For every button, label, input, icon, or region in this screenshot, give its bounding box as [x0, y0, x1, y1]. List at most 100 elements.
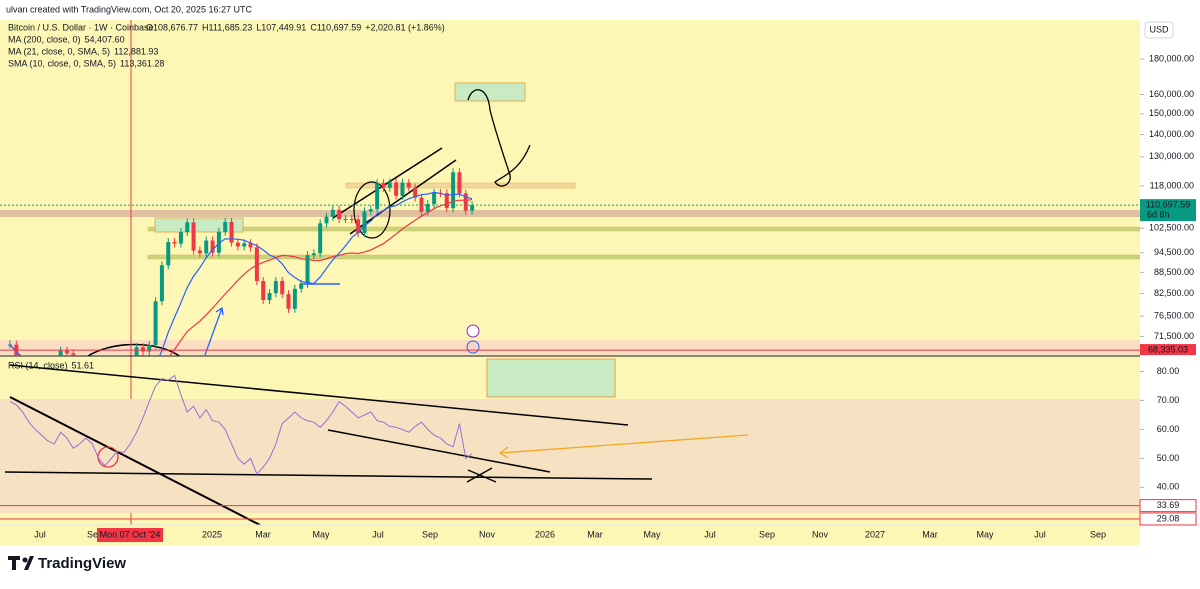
- candle: [147, 344, 152, 352]
- candle: [375, 183, 380, 210]
- candle: [457, 172, 462, 194]
- candle: [185, 222, 190, 233]
- candle: [330, 209, 335, 217]
- candle: [204, 240, 209, 254]
- y-tick-label: 71,500.00: [1154, 331, 1194, 341]
- trendline: [4, 471, 653, 480]
- cross: [466, 467, 497, 483]
- x-tick-label: May: [976, 529, 994, 539]
- y-tick-label: 160,000.00: [1149, 89, 1194, 99]
- box: [486, 358, 616, 398]
- x-tick-label: Mar: [922, 529, 938, 539]
- candle: [229, 221, 234, 243]
- ohlc-value: C110,697.59: [310, 22, 361, 32]
- candle: [356, 219, 361, 233]
- x-tick-label: Nov: [479, 529, 496, 539]
- crosshair-date: Mon 07 Oct '24: [100, 529, 161, 539]
- arc: [86, 343, 181, 356]
- brand: TradingView: [38, 555, 126, 572]
- target-box: [454, 82, 526, 102]
- trendline: [327, 429, 551, 473]
- candle: [318, 223, 323, 254]
- zone: [0, 210, 1140, 217]
- crosshair-date-box: [97, 528, 163, 542]
- price-axis: [1140, 20, 1200, 545]
- x-tick-label: Jul: [34, 529, 46, 539]
- candle: [71, 353, 76, 356]
- y-tick-label: 76,500.00: [1154, 311, 1194, 321]
- candle: [140, 347, 145, 352]
- candle: [242, 243, 247, 247]
- candle: [337, 209, 342, 220]
- level-label: 33.69: [1157, 500, 1180, 510]
- level-label: 29.08: [1157, 513, 1180, 523]
- candle: [463, 193, 468, 211]
- logo-mark: [8, 556, 20, 570]
- candle: [267, 293, 272, 301]
- rsi-tick-label: 60.00: [1157, 424, 1180, 434]
- top-bar: [0, 0, 1200, 20]
- arrow: [204, 306, 224, 356]
- x-tick-label: May: [312, 529, 330, 539]
- candle: [406, 182, 411, 188]
- level-box: [1139, 512, 1197, 526]
- rsi-drawings: [0, 358, 1140, 525]
- indicator-value: 112,881.93: [114, 46, 158, 56]
- indicator-name: MA (21, close, 0, SMA, 5): [8, 46, 110, 56]
- moving-average: [9, 199, 473, 356]
- candle: [58, 350, 63, 356]
- x-tick-label: Sep: [1090, 529, 1106, 539]
- candle: [413, 187, 418, 198]
- symbol: Bitcoin / U.S. Dollar · 1W · Coinbase: [8, 22, 154, 32]
- y-tick-label: 88,500.00: [1154, 267, 1194, 277]
- candle: [223, 221, 228, 232]
- logo-mark: [24, 556, 34, 570]
- candle: [362, 211, 367, 233]
- candle: [381, 183, 386, 188]
- price-label-box: [1140, 199, 1196, 222]
- ohlc-value: +2,020.81 (+1.86%): [365, 22, 445, 32]
- candle: [343, 219, 348, 221]
- box: [154, 217, 244, 233]
- x-tick-label: Jul: [372, 529, 384, 539]
- y-tick-label: 140,000.00: [1149, 129, 1194, 139]
- x-tick-label: 2026: [535, 529, 555, 539]
- zone: [0, 340, 1140, 355]
- y-tick-label: 82,500.00: [1154, 288, 1194, 298]
- candle: [178, 232, 183, 244]
- zone: [147, 254, 1140, 260]
- candle: [400, 182, 405, 196]
- candle: [305, 255, 310, 284]
- candle: [280, 280, 285, 295]
- rsi-value: 51.61: [72, 360, 95, 370]
- candle: [394, 182, 399, 196]
- event-icon[interactable]: [466, 324, 480, 338]
- x-tick-label: Sep: [422, 529, 438, 539]
- currency-button[interactable]: [1144, 21, 1174, 39]
- rsi-line: [9, 374, 473, 475]
- candle: [197, 250, 202, 254]
- candle: [292, 288, 297, 309]
- candle: [235, 242, 240, 247]
- candle: [451, 172, 456, 209]
- indicator-value: 54,407.60: [85, 34, 125, 44]
- trendline: [9, 364, 629, 426]
- candle: [368, 209, 373, 212]
- x-tick-label: 2027: [865, 529, 885, 539]
- event-icon[interactable]: [466, 340, 480, 354]
- candle: [166, 242, 171, 266]
- y-tick-label: 94,500.00: [1154, 247, 1194, 257]
- candle: [324, 216, 329, 224]
- x-tick-label: Nov: [812, 529, 829, 539]
- y-tick-label: 102,500.00: [1149, 223, 1194, 233]
- indicator-name: MA (200, close, 0): [8, 34, 81, 44]
- circle: [353, 181, 391, 239]
- y-tick-label: 130,000.00: [1149, 151, 1194, 161]
- logo-mark: [22, 557, 28, 563]
- rsi-title: RSI (14, close): [8, 360, 68, 370]
- candle: [254, 247, 259, 281]
- candle: [191, 222, 196, 251]
- x-tick-label: Jul: [1034, 529, 1046, 539]
- candle: [311, 253, 316, 256]
